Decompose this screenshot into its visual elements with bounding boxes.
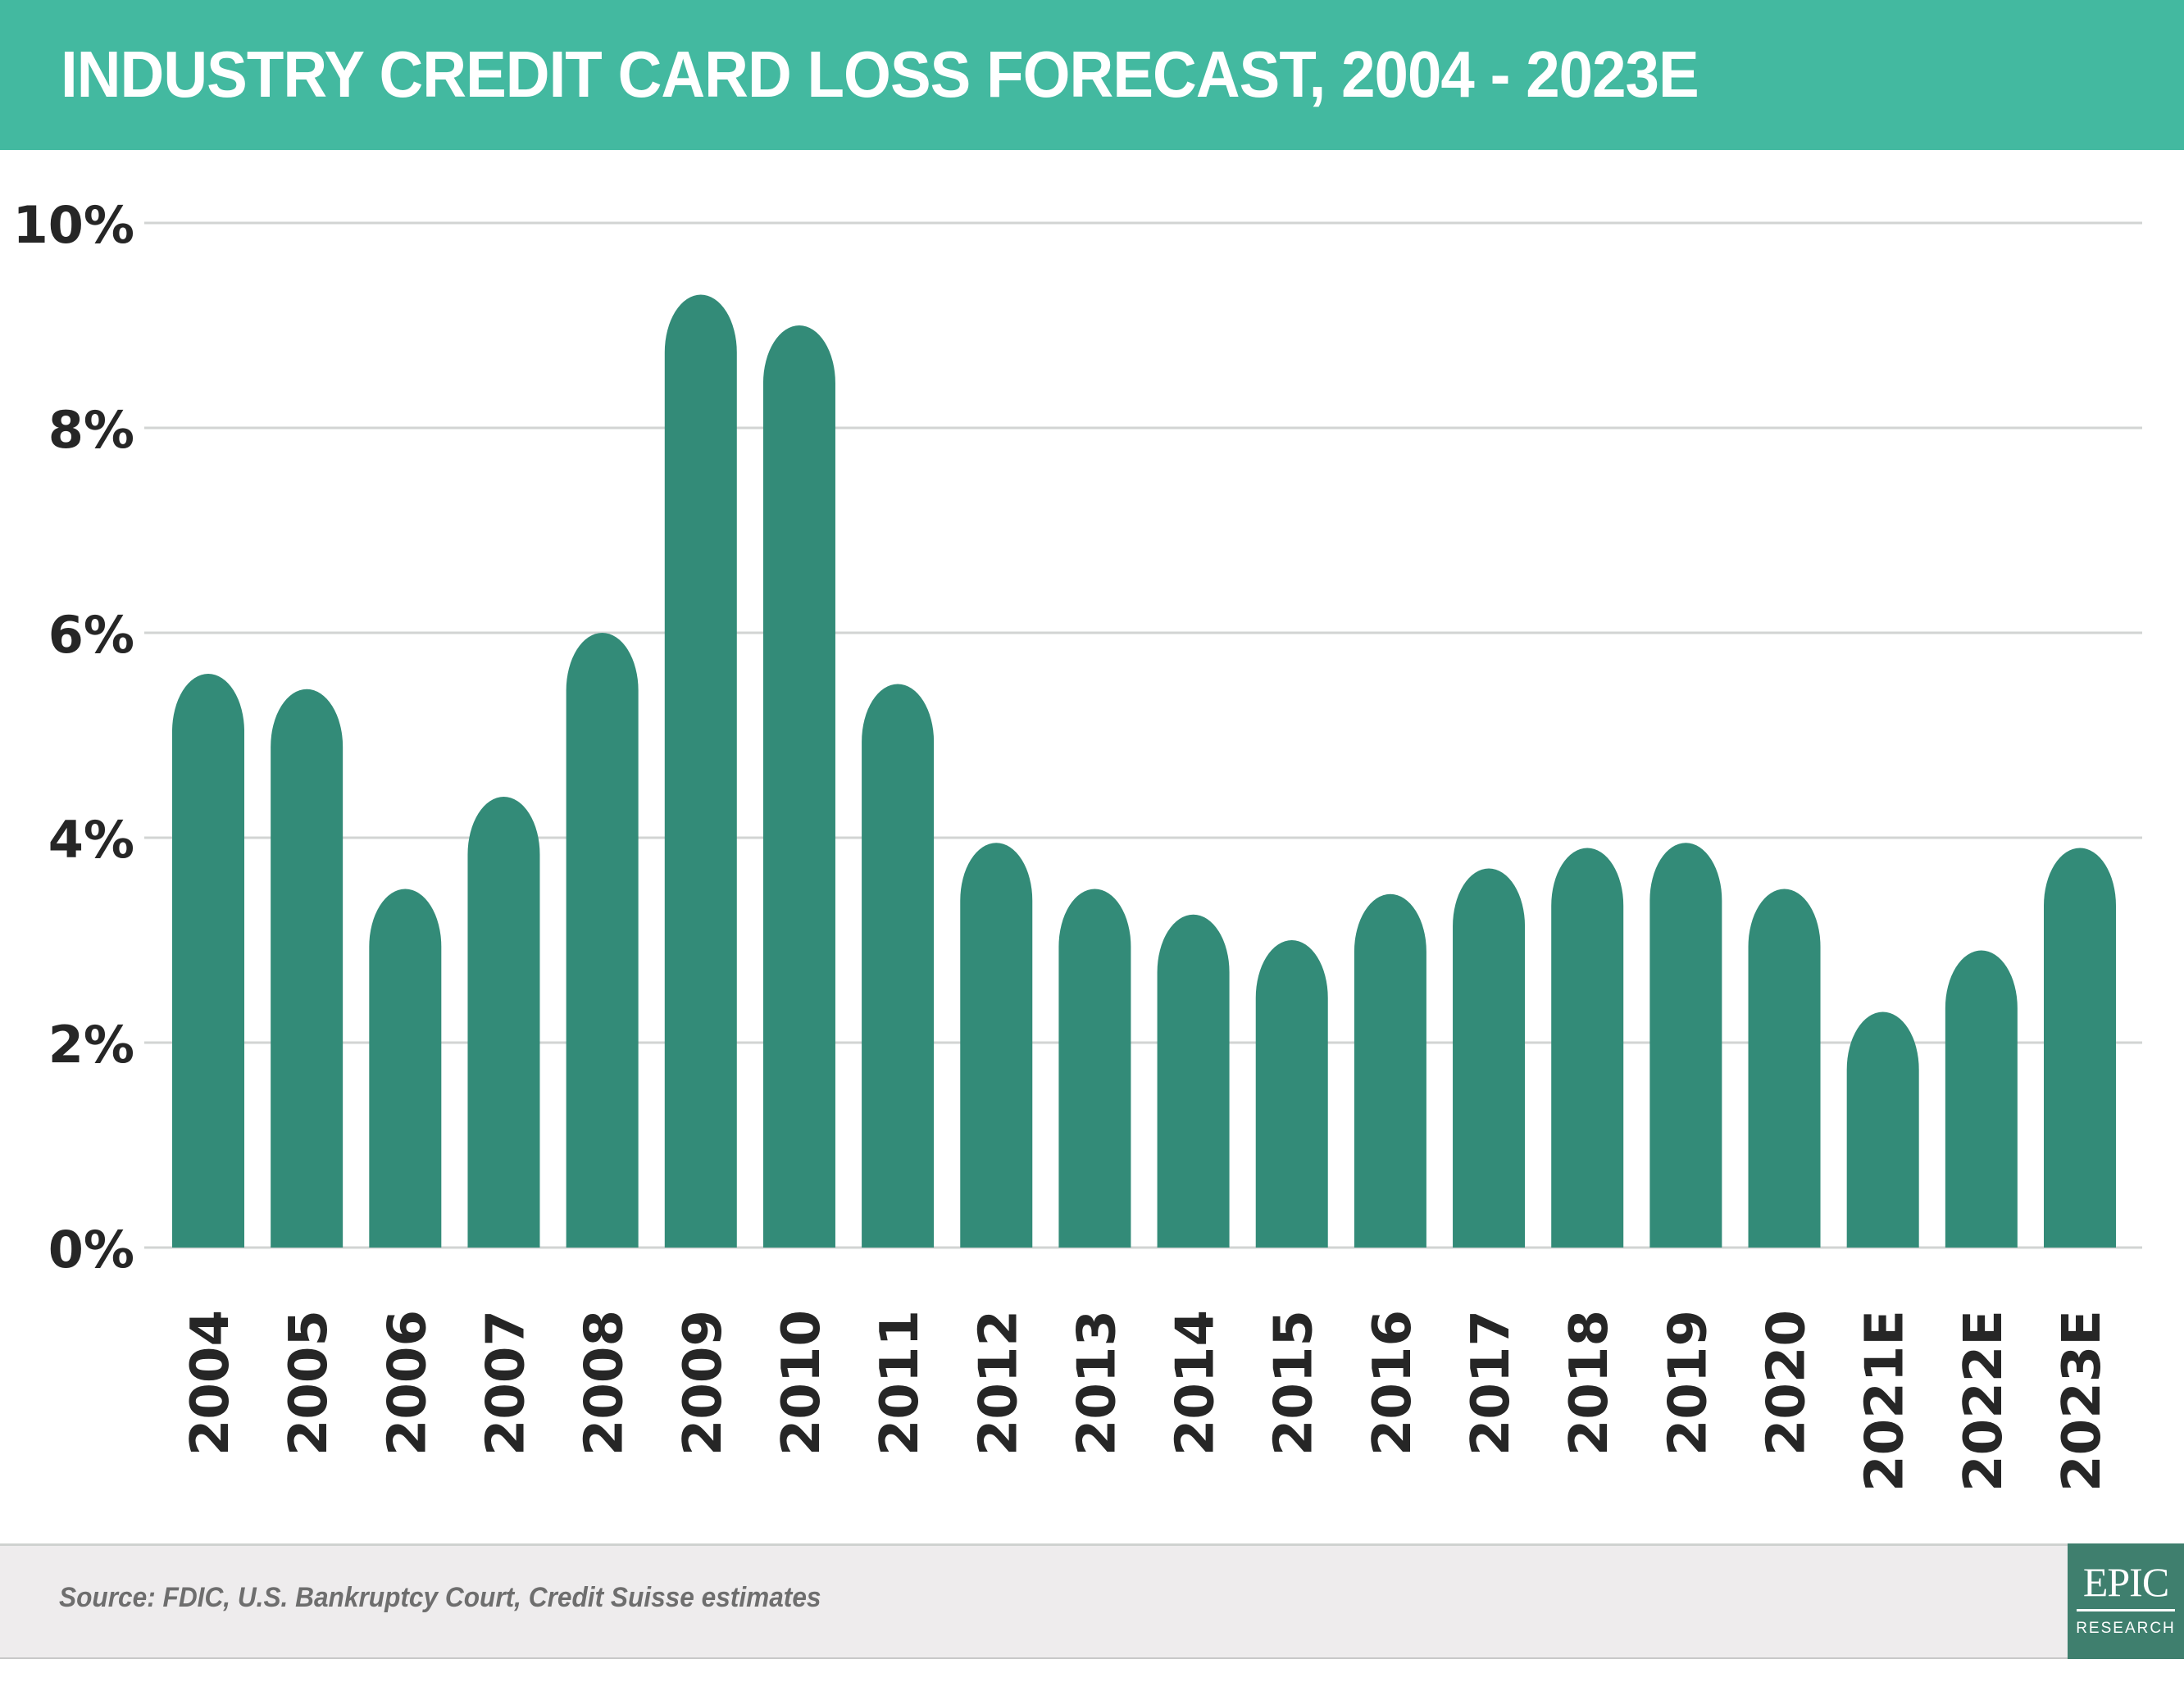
x-tick-label: 2019: [1658, 1310, 1718, 1456]
logo-wordmark: EPIC: [2082, 1559, 2169, 1605]
bar-2012: [960, 843, 1033, 1248]
footer: Source: FDIC, U.S. Bankruptcy Court, Cre…: [0, 1543, 2184, 1659]
x-tick-label: 2018: [1559, 1310, 1620, 1456]
bar-2023e: [2044, 848, 2116, 1248]
x-tick-label: 2005: [279, 1310, 339, 1456]
epic-research-logo: EPIC RESEARCH: [2068, 1543, 2184, 1659]
bar-2007: [467, 797, 540, 1248]
y-tick-label: 2%: [48, 1015, 134, 1075]
y-tick-label: 8%: [48, 400, 134, 460]
x-tick-label: 2014: [1166, 1310, 1226, 1456]
bar-2010: [762, 325, 835, 1248]
bar-2005: [271, 689, 344, 1248]
x-tick-label: 2010: [771, 1310, 832, 1456]
y-tick-label: 10%: [13, 195, 134, 255]
x-tick-label: 2023E: [2052, 1310, 2113, 1492]
x-axis-labels: 2004 2005 2006 2007 2008 2009 2010 2011 2012 2013…: [180, 1310, 2113, 1492]
bar-2011: [862, 684, 935, 1248]
source-note: Source: FDIC, U.S. Bankruptcy Court, Cre…: [59, 1582, 821, 1613]
x-tick-label: 2020: [1757, 1310, 1818, 1456]
x-tick-label: 2017: [1461, 1310, 1522, 1456]
chart-title: INDUSTRY CREDIT CARD LOSS FORECAST, 2004…: [61, 38, 1699, 111]
bar-2022e: [1945, 950, 2018, 1248]
x-tick-label: 2021E: [1855, 1310, 1916, 1492]
bar-2009: [664, 294, 737, 1248]
bar-2013: [1058, 889, 1131, 1248]
bar-2006: [369, 889, 442, 1248]
bar-2008: [566, 633, 639, 1248]
bar-2015: [1255, 940, 1328, 1248]
x-tick-label: 2012: [968, 1310, 1029, 1456]
bar-2014: [1157, 914, 1230, 1248]
bar-2018: [1551, 848, 1624, 1248]
bars: [172, 294, 2116, 1248]
title-banner: INDUSTRY CREDIT CARD LOSS FORECAST, 2004…: [0, 0, 2184, 150]
bar-2021e: [1846, 1011, 1919, 1248]
bar-2017: [1453, 868, 1526, 1248]
logo-divider: [2077, 1609, 2175, 1611]
x-tick-label: 2009: [673, 1310, 734, 1456]
bar-2004: [172, 674, 244, 1248]
x-tick-label: 2007: [475, 1310, 536, 1456]
y-tick-label: 0%: [48, 1220, 134, 1280]
x-tick-label: 2011: [870, 1310, 930, 1456]
x-tick-label: 2008: [575, 1310, 635, 1456]
x-tick-label: 2013: [1067, 1310, 1127, 1456]
gridlines: [144, 221, 2142, 1249]
y-axis-labels: 0% 2% 4% 6% 8% 10%: [13, 195, 134, 1280]
bar-2020: [1748, 889, 1821, 1248]
bar-chart: 0%2%4%6%8%10% 2004 2005 2006 2007 2008 2009 20…: [13, 195, 2142, 1492]
bar-2016: [1354, 893, 1426, 1248]
x-tick-label: 2022E: [1954, 1310, 2014, 1492]
y-tick-label: 6%: [48, 605, 134, 665]
y-tick-label: 4%: [48, 810, 134, 870]
x-tick-label: 2004: [180, 1310, 241, 1456]
x-tick-label: 2015: [1264, 1310, 1325, 1456]
bar-2019: [1649, 843, 1722, 1248]
x-tick-label: 2016: [1363, 1310, 1423, 1456]
logo-subtitle: RESEARCH: [2076, 1620, 2176, 1637]
x-tick-label: 2006: [377, 1310, 438, 1456]
